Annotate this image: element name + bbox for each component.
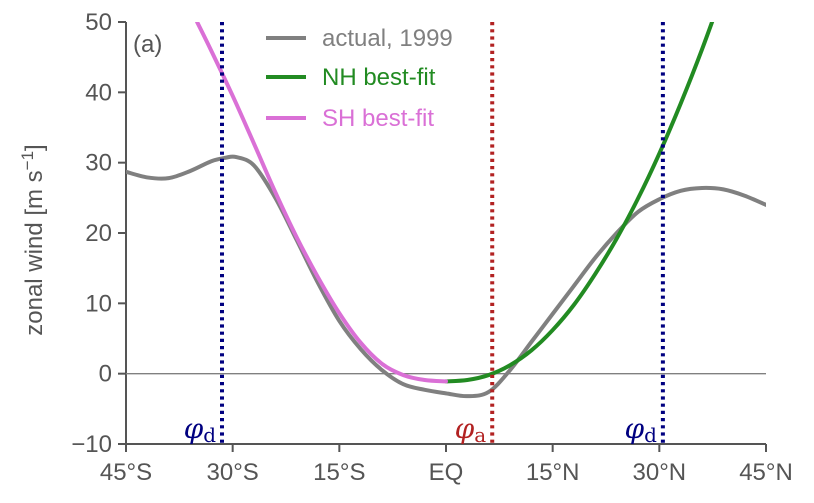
x-tick-label: EQ bbox=[429, 459, 464, 486]
vertical-line-annotations: φd φa φd bbox=[184, 412, 657, 447]
x-tick-label: 45°S bbox=[100, 459, 152, 486]
y-axis-label-end: ] bbox=[21, 144, 48, 151]
y-tick-label: −10 bbox=[71, 431, 112, 458]
series-line-sh-best-fit bbox=[195, 22, 448, 384]
y-axis-label-sup: −1 bbox=[18, 151, 37, 170]
y-axis-label: zonal wind [m s−1] bbox=[18, 144, 48, 335]
x-tick-label: 30°N bbox=[633, 459, 687, 486]
x-tick-label: 30°S bbox=[207, 459, 259, 486]
vline-phi-d-south-label: φd bbox=[184, 412, 217, 447]
x-tick-label: 45°N bbox=[739, 459, 793, 486]
legend-label-nh: NH best-fit bbox=[322, 64, 436, 91]
legend-label-sh: SH best-fit bbox=[322, 105, 434, 132]
legend-label-actual: actual, 1999 bbox=[322, 25, 453, 52]
series-line-actual-1999 bbox=[126, 154, 766, 399]
vline-phi-d-north-label: φd bbox=[624, 412, 657, 447]
y-tick-label: 30 bbox=[85, 150, 112, 177]
x-tick-label: 15°N bbox=[526, 459, 580, 486]
y-tick-label: 20 bbox=[85, 220, 112, 247]
y-tick-label: 50 bbox=[85, 9, 112, 36]
x-tick-label: 15°S bbox=[313, 459, 365, 486]
legend: actual, 1999 NH best-fit SH best-fit bbox=[266, 25, 453, 132]
series-line-nh-best-fit bbox=[444, 22, 715, 384]
y-tick-label: 0 bbox=[99, 361, 112, 388]
axis-ticks: −10 0 10 20 30 40 50 45°S 30°S 15°S EQ 15°N 30°N 45°N bbox=[71, 9, 793, 486]
plot-area bbox=[126, 22, 766, 444]
vline-phi-a-label: φa bbox=[455, 412, 487, 447]
y-axis-label-main: zonal wind [m s bbox=[21, 170, 48, 335]
y-tick-label: 40 bbox=[85, 79, 112, 106]
panel-label: (a) bbox=[133, 31, 162, 58]
y-tick-label: 10 bbox=[85, 290, 112, 317]
